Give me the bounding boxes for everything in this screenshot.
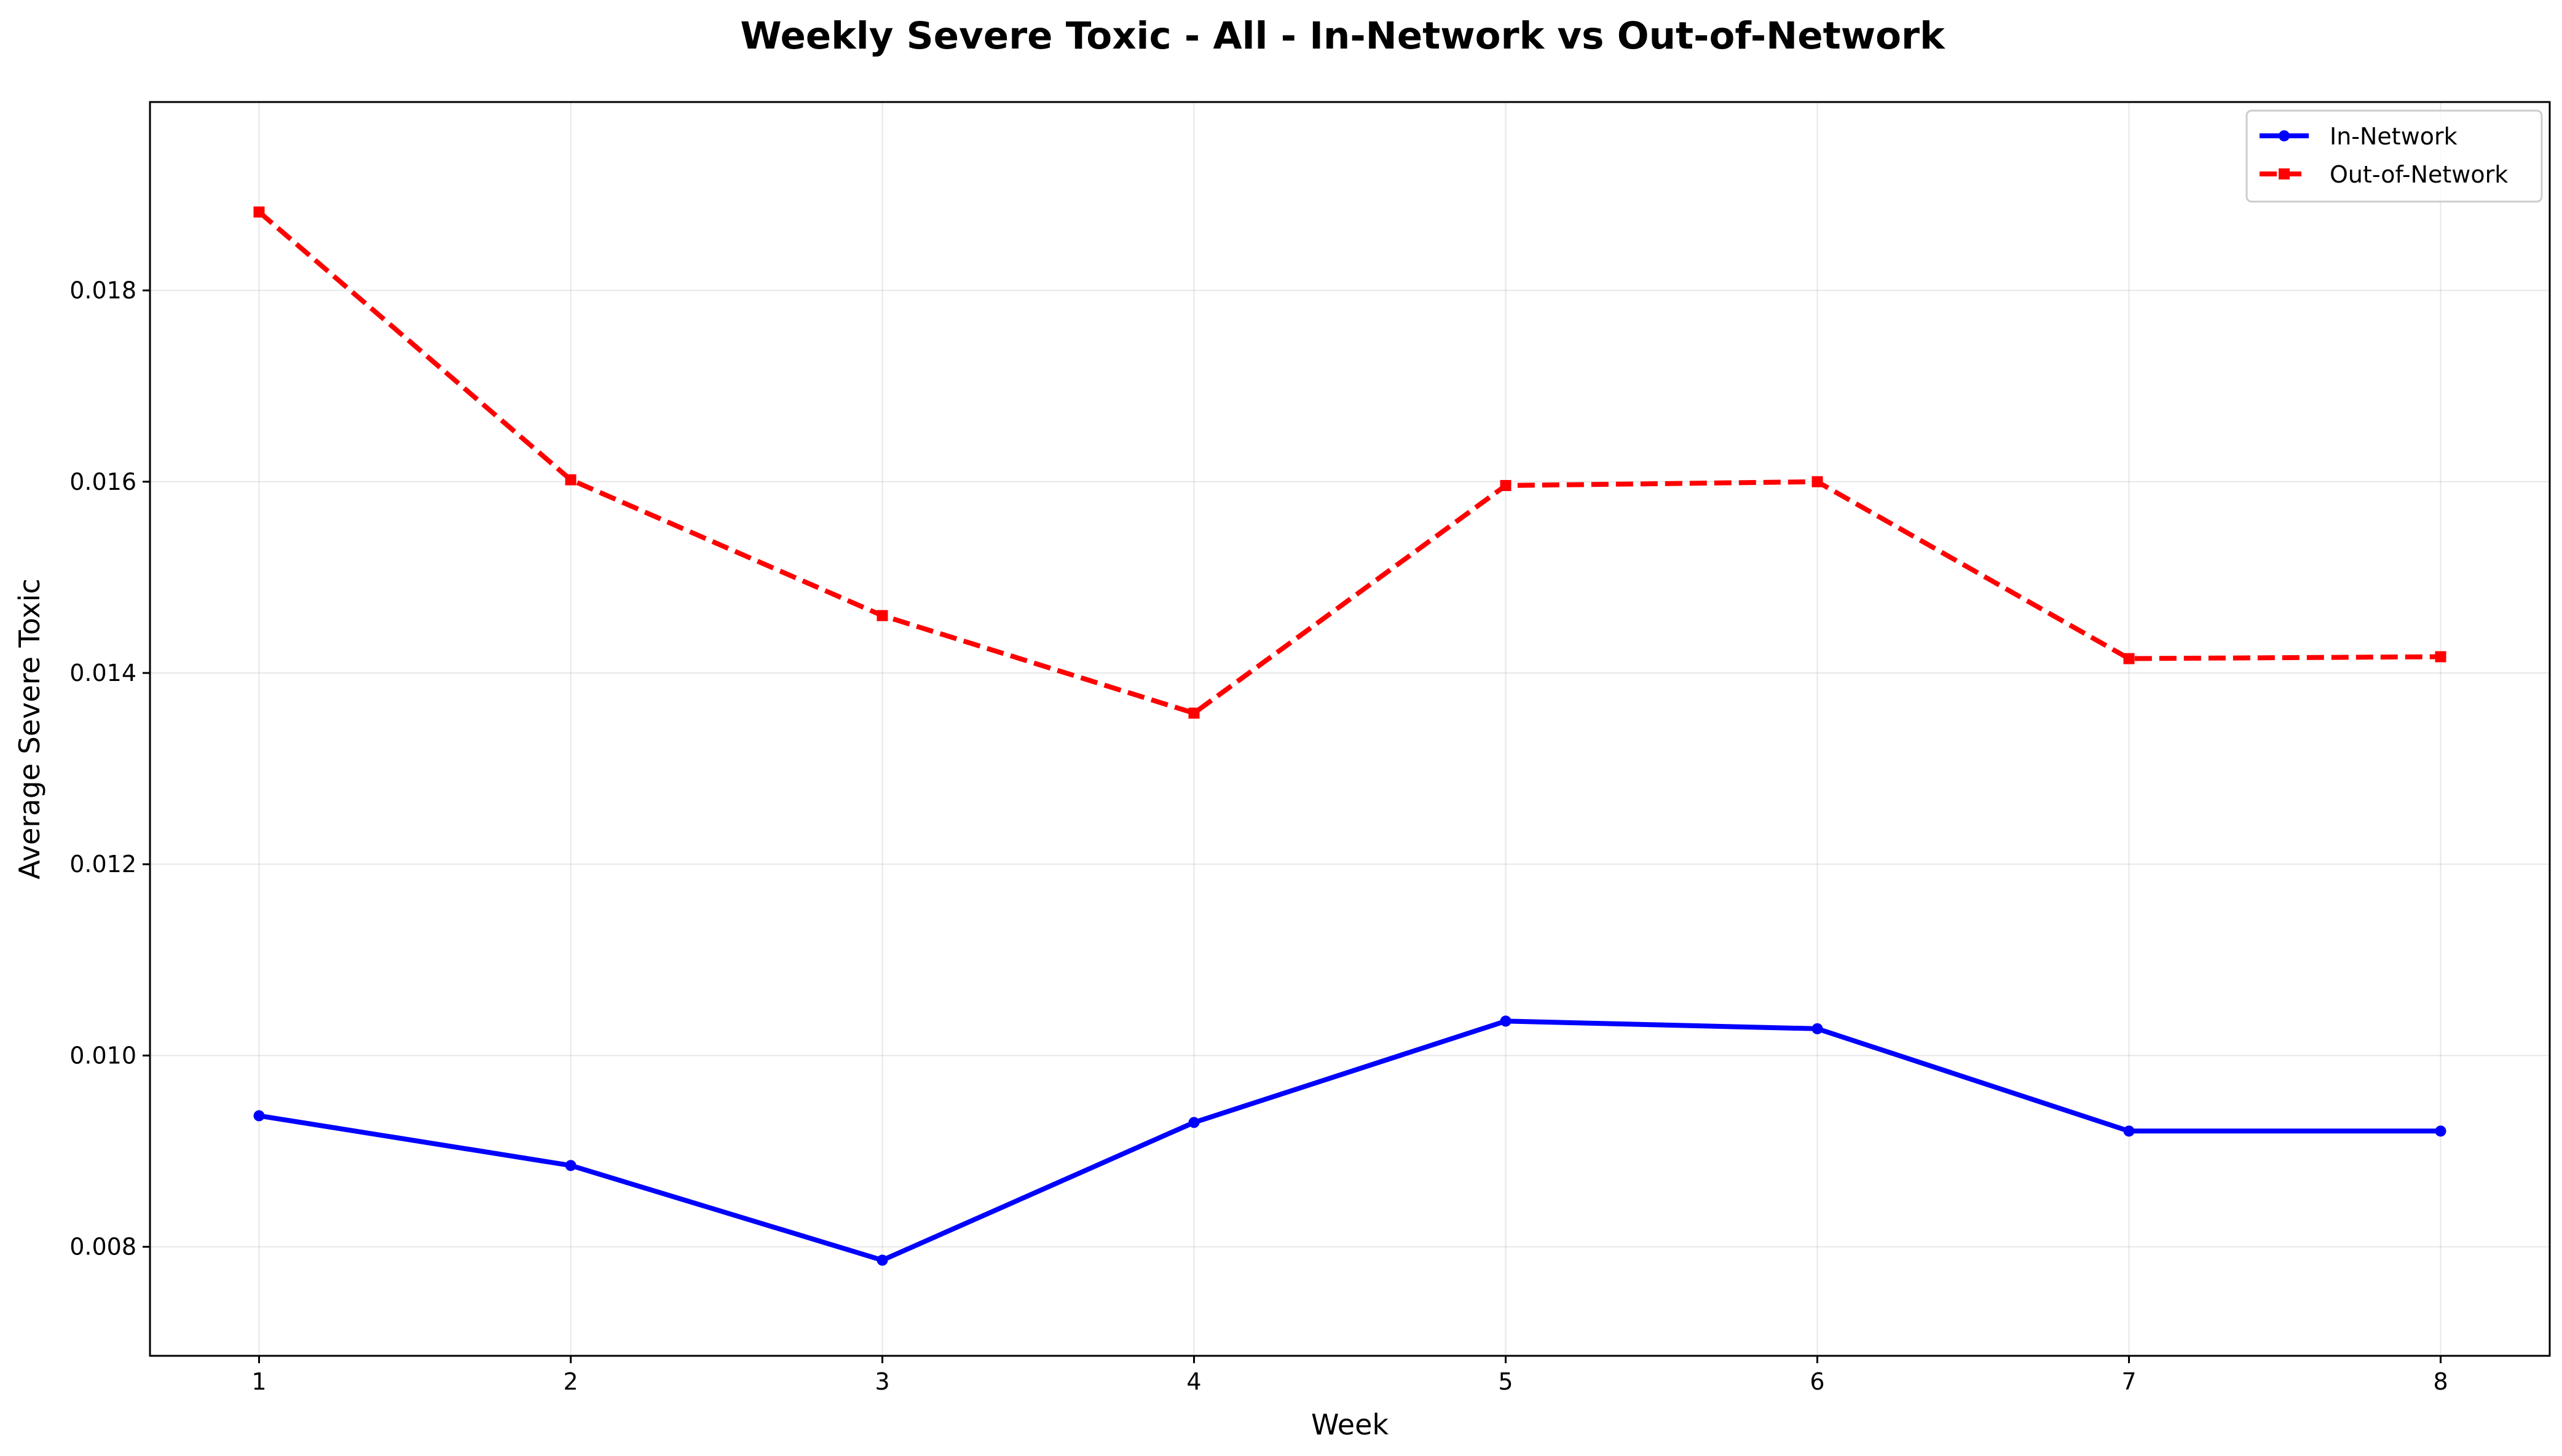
x-tick-label: 4 [1186,1368,1201,1395]
grid-lines [150,102,2550,1356]
legend-marker-out-of-network [2279,168,2290,179]
y-tick-label: 0.016 [69,468,136,495]
legend: In-Network Out-of-Network [2245,109,2543,203]
legend-marker-in-network [2279,130,2290,141]
data-point-out-of-network [2435,651,2446,663]
data-point-out-of-network [1188,707,1200,719]
data-point-out-of-network [253,206,265,218]
data-point-in-network [253,1110,265,1122]
chart-title: Weekly Severe Toxic - All - In-Network v… [740,14,1945,58]
x-tick-label: 5 [1498,1368,1513,1395]
legend-label-in-network: In-Network [2330,123,2458,150]
y-axis-ticks: 0.008 0.010 0.012 0.014 0.016 0.018 [69,277,150,1261]
x-axis-label: Week [1311,1408,1389,1441]
y-tick-label: 0.010 [69,1042,136,1069]
data-point-out-of-network [877,610,888,621]
data-point-out-of-network [1811,476,1823,487]
data-point-out-of-network [1500,479,1512,491]
x-tick-label: 7 [2121,1368,2136,1395]
data-point-in-network [1811,1023,1823,1034]
y-tick-label: 0.012 [69,851,136,878]
data-point-in-network [1500,1015,1512,1027]
data-point-in-network [1188,1117,1200,1128]
x-tick-label: 3 [875,1368,889,1395]
series-line-out-of-network [257,210,2441,716]
legend-box [2245,109,2543,203]
data-point-out-of-network [565,474,577,486]
plot-frame [149,101,2551,1357]
x-axis-ticks: 1 2 3 4 5 6 7 8 [251,1356,2448,1395]
data-point-in-network [2123,1125,2135,1137]
series-line-in-network [258,1018,2441,1263]
y-tick-label: 0.018 [69,277,136,304]
y-axis-label: Average Severe Toxic [13,578,46,880]
x-tick-label: 1 [251,1368,266,1395]
data-point-in-network [2435,1125,2446,1137]
data-point-out-of-network [2123,653,2135,664]
series-in-network [253,1015,2446,1266]
series-out-of-network [253,206,2446,719]
data-point-in-network [877,1254,888,1266]
data-point-in-network [565,1160,577,1171]
x-tick-label: 8 [2433,1368,2448,1395]
x-tick-label: 2 [563,1368,578,1395]
legend-label-out-of-network: Out-of-Network [2330,161,2508,188]
x-tick-label: 6 [1810,1368,1824,1395]
series-layer [253,206,2446,1266]
y-tick-label: 0.014 [69,659,136,687]
y-tick-label: 0.008 [69,1234,136,1261]
